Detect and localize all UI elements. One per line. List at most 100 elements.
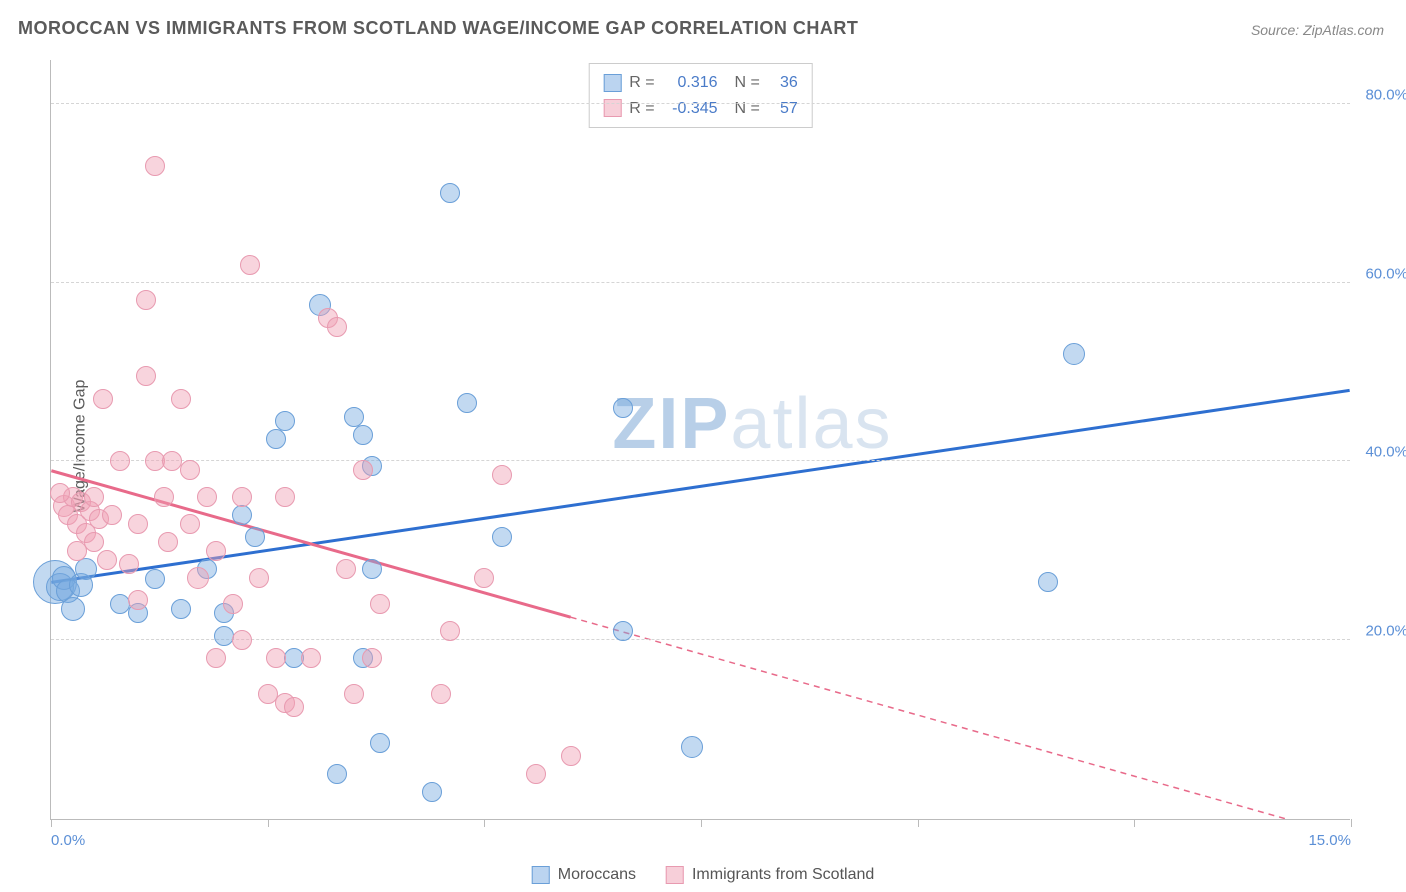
legend-label-scotland: Immigrants from Scotland [692, 866, 874, 884]
watermark-light: atlas [730, 384, 892, 464]
source-label: Source: ZipAtlas.com [1251, 22, 1384, 38]
stat-n-scotland: 57 [768, 96, 798, 122]
stat-r-moroccans: 0.316 [663, 70, 718, 96]
data-point-scotland [370, 594, 390, 614]
data-point-moroccans [245, 527, 265, 547]
data-point-scotland [136, 366, 156, 386]
legend-item-scotland: Immigrants from Scotland [666, 866, 874, 884]
data-point-moroccans [1063, 343, 1085, 365]
y-tick-label: 20.0% [1365, 623, 1406, 640]
watermark-bold: ZIP [612, 384, 730, 464]
correlation-chart: MOROCCAN VS IMMIGRANTS FROM SCOTLAND WAG… [0, 0, 1406, 892]
data-point-scotland [119, 554, 139, 574]
data-point-scotland [154, 487, 174, 507]
stat-n-moroccans: 36 [768, 70, 798, 96]
data-point-scotland [206, 541, 226, 561]
x-tick [484, 819, 485, 827]
plot-area: ZIPatlas R = 0.316 N = 36 R = -0.345 N =… [50, 60, 1350, 820]
gridline [51, 103, 1350, 104]
x-tick-label: 15.0% [1308, 832, 1351, 849]
data-point-scotland [128, 514, 148, 534]
data-point-moroccans [1038, 572, 1058, 592]
stat-label: R = [629, 70, 654, 96]
swatch-moroccans [603, 74, 621, 92]
stat-label: N = [726, 70, 760, 96]
data-point-scotland [240, 255, 260, 275]
data-point-scotland [128, 590, 148, 610]
data-point-scotland [353, 460, 373, 480]
data-point-moroccans [440, 183, 460, 203]
swatch-moroccans [532, 866, 550, 884]
data-point-scotland [97, 550, 117, 570]
data-point-scotland [275, 487, 295, 507]
data-point-scotland [136, 290, 156, 310]
data-point-scotland [180, 460, 200, 480]
data-point-scotland [197, 487, 217, 507]
data-point-moroccans [327, 764, 347, 784]
data-point-scotland [284, 697, 304, 717]
data-point-scotland [84, 532, 104, 552]
data-point-moroccans [492, 527, 512, 547]
x-tick [51, 819, 52, 827]
y-tick-label: 80.0% [1365, 86, 1406, 103]
data-point-scotland [440, 621, 460, 641]
watermark: ZIPatlas [612, 383, 892, 465]
data-point-scotland [93, 389, 113, 409]
data-point-scotland [362, 648, 382, 668]
data-point-scotland [474, 568, 494, 588]
bottom-legend: Moroccans Immigrants from Scotland [532, 866, 875, 884]
data-point-moroccans [353, 425, 373, 445]
data-point-scotland [249, 568, 269, 588]
data-point-scotland [180, 514, 200, 534]
data-point-scotland [232, 630, 252, 650]
data-point-scotland [158, 532, 178, 552]
data-point-scotland [50, 483, 70, 503]
data-point-scotland [344, 684, 364, 704]
data-point-moroccans [681, 736, 703, 758]
data-point-moroccans [61, 597, 85, 621]
x-tick [1351, 819, 1352, 827]
legend-label-moroccans: Moroccans [558, 866, 636, 884]
data-point-moroccans [370, 733, 390, 753]
data-point-scotland [301, 648, 321, 668]
data-point-scotland [206, 648, 226, 668]
data-point-scotland [266, 648, 286, 668]
y-tick-label: 60.0% [1365, 265, 1406, 282]
swatch-scotland [666, 866, 684, 884]
stats-row-scotland: R = -0.345 N = 57 [603, 96, 798, 122]
data-point-moroccans [613, 621, 633, 641]
data-point-scotland [84, 487, 104, 507]
gridline [51, 460, 1350, 461]
data-point-scotland [187, 567, 209, 589]
x-tick [918, 819, 919, 827]
data-point-moroccans [457, 393, 477, 413]
data-point-moroccans [422, 782, 442, 802]
data-point-scotland [102, 505, 122, 525]
data-point-scotland [110, 451, 130, 471]
x-tick [1134, 819, 1135, 827]
data-point-scotland [526, 764, 546, 784]
chart-title: MOROCCAN VS IMMIGRANTS FROM SCOTLAND WAG… [18, 18, 858, 39]
data-point-moroccans [266, 429, 286, 449]
data-point-scotland [232, 487, 252, 507]
stat-label: N = [726, 96, 760, 122]
data-point-scotland [327, 317, 347, 337]
data-point-moroccans [362, 559, 382, 579]
legend-item-moroccans: Moroccans [532, 866, 636, 884]
trend-lines [51, 60, 1350, 819]
data-point-scotland [336, 559, 356, 579]
data-point-scotland [171, 389, 191, 409]
x-tick [268, 819, 269, 827]
stat-r-scotland: -0.345 [663, 96, 718, 122]
data-point-scotland [223, 594, 243, 614]
data-point-moroccans [275, 411, 295, 431]
data-point-moroccans [613, 398, 633, 418]
y-tick-label: 40.0% [1365, 444, 1406, 461]
data-point-moroccans [145, 569, 165, 589]
stats-legend-box: R = 0.316 N = 36 R = -0.345 N = 57 [588, 63, 813, 128]
gridline [51, 282, 1350, 283]
x-tick-label: 0.0% [51, 832, 85, 849]
stat-label: R = [629, 96, 654, 122]
stats-row-moroccans: R = 0.316 N = 36 [603, 70, 798, 96]
x-tick [701, 819, 702, 827]
